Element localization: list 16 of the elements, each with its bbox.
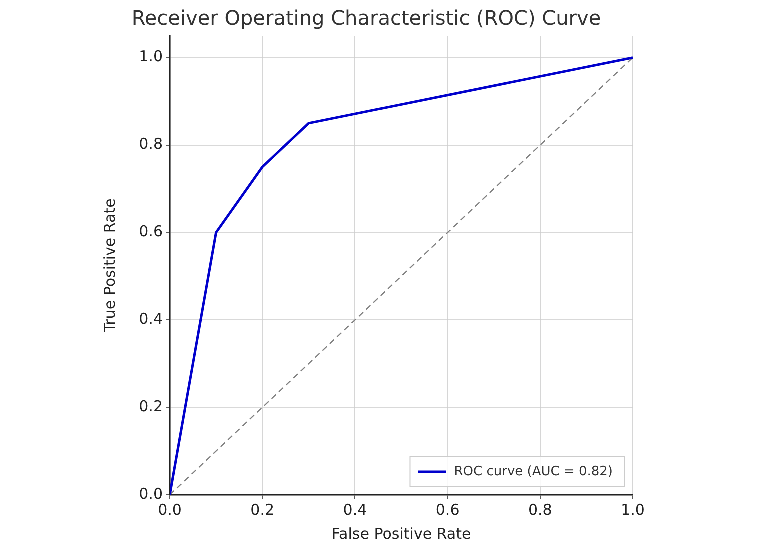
y-tick-label: 0.2 xyxy=(139,397,163,416)
chart-title: Receiver Operating Characteristic (ROC) Curve xyxy=(132,6,602,30)
y-tick-label: 0.6 xyxy=(139,222,163,241)
legend-label: ROC curve (AUC = 0.82) xyxy=(454,464,614,480)
y-tick-label: 0.4 xyxy=(139,310,163,328)
x-tick-label: 0.8 xyxy=(528,500,552,519)
x-tick-label: 0.2 xyxy=(250,500,275,519)
y-axis-title: True Positive Rate xyxy=(100,198,119,334)
y-tick-label: 0.8 xyxy=(139,135,163,154)
y-tick-label: 1.0 xyxy=(139,48,163,66)
x-tick-label: 0.4 xyxy=(343,500,368,519)
x-tick-label: 1.0 xyxy=(621,500,645,519)
y-tick-label: 0.0 xyxy=(139,484,163,503)
x-tick-label: 0.0 xyxy=(158,500,182,519)
x-tick-label: 0.6 xyxy=(436,500,460,519)
x-axis-title: False Positive Rate xyxy=(332,524,472,543)
